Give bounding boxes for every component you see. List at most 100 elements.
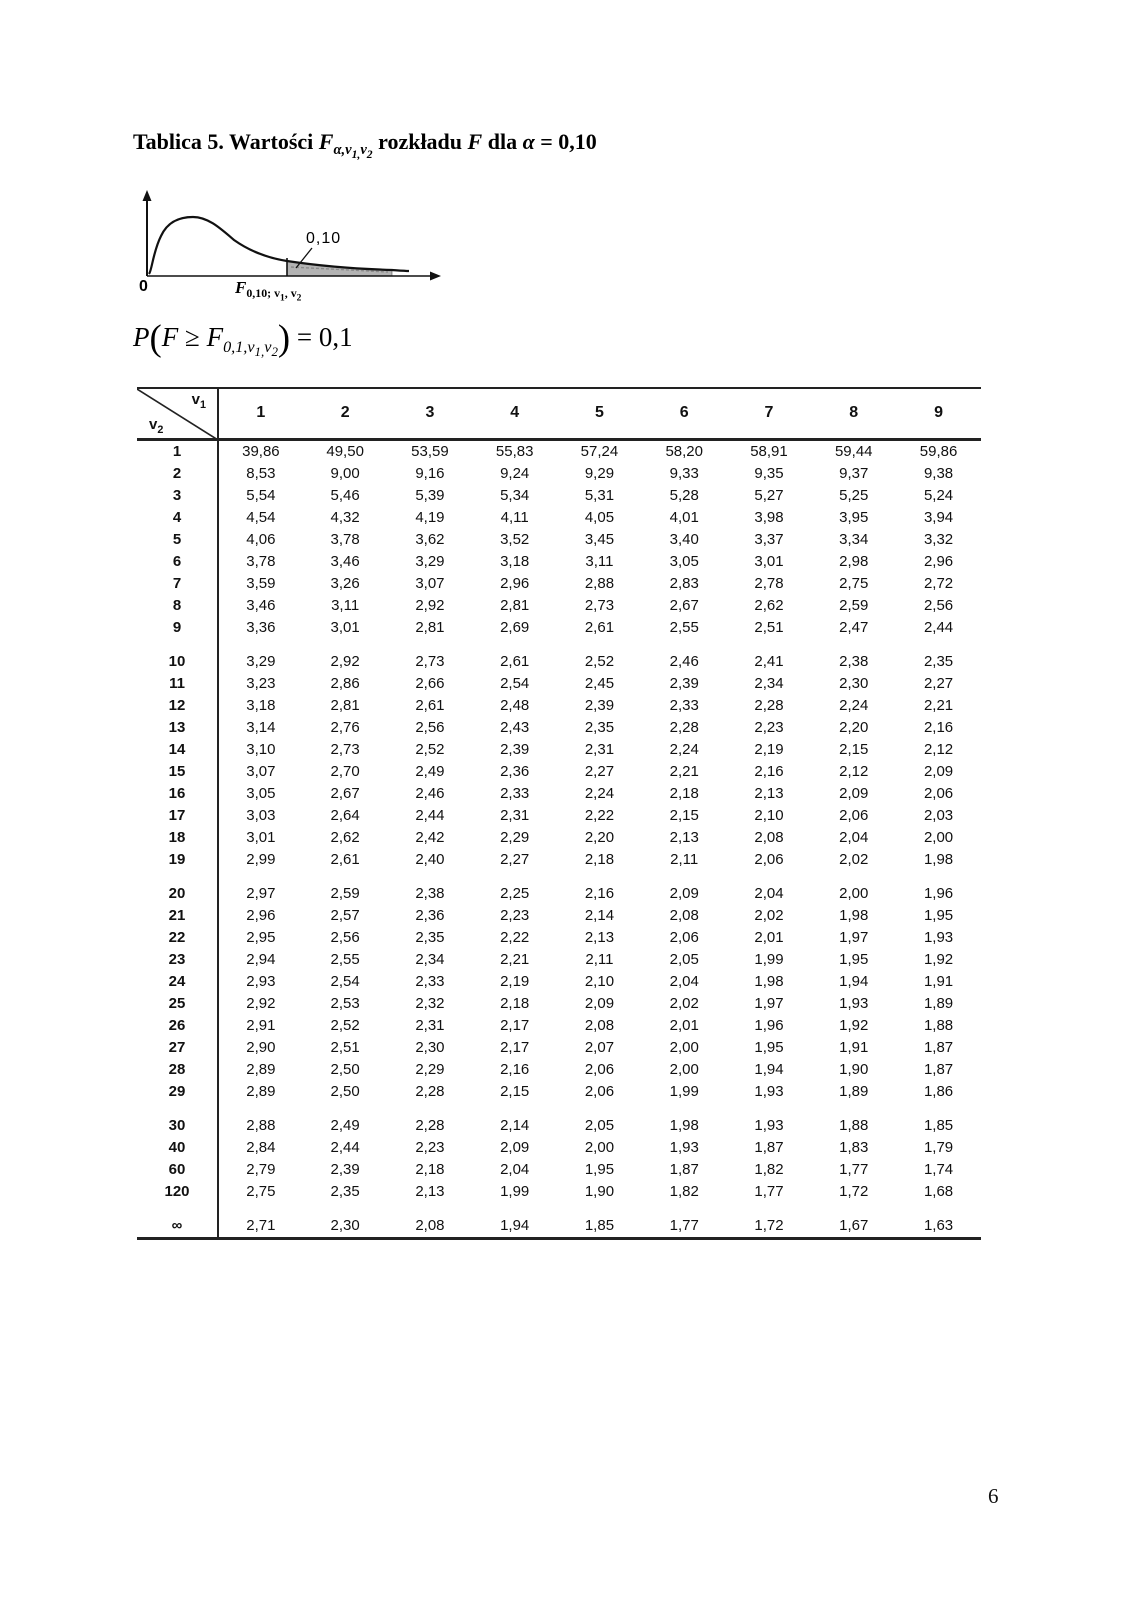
group-gap-rowhead [137,1102,219,1115]
table-cell: 2,24 [839,696,869,714]
group-gap-rowhead [137,638,219,651]
table-cell: 1,85 [923,1116,954,1134]
table-cell: 2,93 [246,972,276,990]
table-cell: 1,94 [839,972,869,990]
table-cell: 2,94 [246,950,276,968]
table-cell: 4,32 [330,508,360,526]
title-f2-symbol: F [467,129,483,154]
title-dla: dla [487,129,518,154]
table-cell: 2,13 [754,784,784,802]
table-cell: 2,61 [330,850,360,868]
table-cell: 2,67 [330,784,360,802]
title-mid: rozkładu [378,129,463,154]
table-row: 25 2,92 2,53 2,32 2,18 2,09 2,02 1,97 1,93 1,89 [137,992,981,1015]
table-cell: 3,78 [246,552,276,570]
table-cell: 2,54 [500,674,530,692]
label-leader-line [295,247,313,269]
table-cell: 1,92 [839,1016,869,1034]
table-cell: 1,94 [754,1060,784,1078]
table-cell: 2,51 [754,618,784,636]
table-cell: 2,40 [415,850,445,868]
table-cell: 2,19 [754,740,784,758]
table-cell: 2,13 [415,1182,445,1200]
density-curve [148,215,410,275]
table-cell: 2,00 [669,1060,699,1078]
table-cell: 3,01 [754,552,784,570]
table-cell: 3,03 [246,806,276,824]
row-header-v2-20: 20 [137,882,219,905]
table-cell: 9,24 [500,464,530,482]
table-row: 23 2,94 2,55 2,34 2,21 2,11 2,05 1,99 1,95 1,92 [137,948,981,971]
table-cell: 2,76 [330,718,360,736]
table-cell: 2,31 [500,806,530,824]
table-row: 5 4,06 3,78 3,62 3,52 3,45 3,40 3,37 3,34 3,32 [137,528,981,551]
table-row: 120 2,75 2,35 2,13 1,99 1,90 1,82 1,77 1,72 1,68 [137,1180,981,1203]
table-cell: 2,96 [246,906,276,924]
table-cell: 2,81 [500,596,530,614]
table-cell: 1,74 [923,1160,954,1178]
table-cell: 2,52 [415,740,445,758]
table-cell: 2,17 [500,1016,530,1034]
table-cell: 2,47 [839,618,869,636]
density-curve-drawing [142,190,441,281]
table-cell: 2,44 [923,618,954,636]
table-cell: 2,02 [754,906,784,924]
table-cell: 2,90 [246,1038,276,1056]
table-cell: 2,09 [923,762,954,780]
table-cell: 2,73 [415,652,445,670]
table-cell: 2,66 [415,674,445,692]
table-cell: 2,07 [584,1038,615,1056]
table-cell: 2,29 [415,1060,445,1078]
table-cell: 2,61 [500,652,530,670]
table-cell: 9,33 [669,464,699,482]
table-cell: 2,33 [669,696,699,714]
table-cell: 2,08 [415,1216,445,1234]
table-row: 11 3,23 2,86 2,66 2,54 2,45 2,39 2,34 2,30 2,27 [137,672,981,695]
table-cell: 1,91 [923,972,954,990]
table-row: 4 4,54 4,32 4,19 4,11 4,05 4,01 3,98 3,95 3,94 [137,506,981,529]
row-header-v2-26: 26 [137,1014,219,1037]
table-row: 6 3,78 3,46 3,29 3,18 3,11 3,05 3,01 2,98 2,96 [137,550,981,573]
table-row: 19 2,99 2,61 2,40 2,27 2,18 2,11 2,06 2,02 1,98 [137,848,981,871]
table-cell: 2,28 [415,1116,445,1134]
table-cell: 3,07 [415,574,445,592]
table-cell: 2,33 [500,784,530,802]
table-cell: 2,23 [754,718,784,736]
table-cell: 2,09 [584,994,615,1012]
diagonal-divider [137,389,218,440]
table-cell: 2,35 [330,1182,360,1200]
table-cell: 3,62 [415,530,445,548]
table-cell: 2,24 [584,784,615,802]
table-cell: 2,18 [415,1160,445,1178]
table-cell: 5,27 [754,486,784,504]
table-cell: 2,54 [330,972,360,990]
table-cell: 2,15 [500,1082,530,1100]
table-cell: 2,16 [584,884,615,902]
table-cell: 2,21 [500,950,530,968]
table-cell: 2,36 [500,762,530,780]
table-cell: 2,16 [754,762,784,780]
table-cell: 2,05 [584,1116,615,1134]
table-cell: 2,00 [584,1138,615,1156]
table-cell: 2,70 [330,762,360,780]
table-cell: 2,14 [500,1116,530,1134]
table-cell: 1,99 [754,950,784,968]
table-cell: 1,96 [754,1016,784,1034]
table-cell: 4,19 [415,508,445,526]
title-f-subscript: α,v1,v2 [333,142,373,162]
table-cell: 5,34 [500,486,530,504]
table-cell: 1,93 [754,1082,784,1100]
table-row: 18 3,01 2,62 2,42 2,29 2,20 2,13 2,08 2,04 2,00 [137,826,981,849]
table-cell: 2,62 [330,828,360,846]
title-alpha-symbol: α [522,129,535,154]
table-row: 12 3,18 2,81 2,61 2,48 2,39 2,33 2,28 2,24 2,21 [137,694,981,717]
table-cell: 3,29 [246,652,276,670]
table-cell: 2,88 [584,574,615,592]
table-row: 60 2,79 2,39 2,18 2,04 1,95 1,87 1,82 1,77 1,74 [137,1158,981,1181]
table-cell: 3,05 [669,552,699,570]
row-header-v2-23: 23 [137,948,219,971]
table-cell: 3,78 [330,530,360,548]
table-cell: 1,91 [839,1038,869,1056]
